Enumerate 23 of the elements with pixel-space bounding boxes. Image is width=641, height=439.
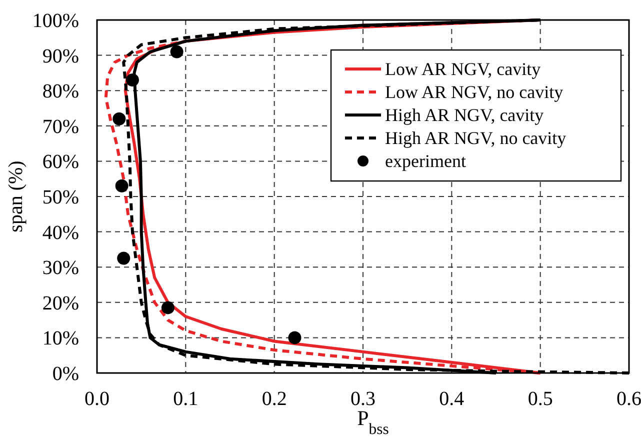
legend-label: High AR NGV, no cavity	[385, 128, 566, 148]
y-axis-title: span (%)	[5, 160, 27, 232]
legend-label: Low AR NGV, cavity	[385, 59, 541, 79]
y-tick-label: 80%	[42, 80, 79, 103]
x-tick-label: 0.1	[173, 388, 198, 410]
y-tick-label: 90%	[42, 45, 79, 68]
y-tick-label: 30%	[42, 257, 79, 280]
y-tick-label: 40%	[42, 222, 79, 244]
y-tick-label: 10%	[42, 328, 79, 350]
x-tick-label: 0.0	[84, 388, 110, 410]
y-tick-label: 20%	[42, 292, 79, 314]
x-tick-label: 0.4	[439, 388, 464, 410]
y-tick-label: 100%	[32, 10, 79, 32]
y-tick-label: 70%	[42, 116, 79, 138]
legend-label: experiment	[385, 151, 466, 171]
y-tick-label: 0%	[52, 363, 79, 385]
legend-label: Low AR NGV, no cavity	[385, 82, 564, 102]
legend-label: High AR NGV, cavity	[385, 105, 544, 125]
y-tick-label: 60%	[42, 151, 79, 174]
x-tick-label: 0.6	[616, 388, 641, 410]
y-tick-label: 50%	[42, 186, 79, 208]
x-tick-label: 0.5	[528, 388, 553, 410]
x-tick-label: 0.2	[262, 388, 287, 410]
